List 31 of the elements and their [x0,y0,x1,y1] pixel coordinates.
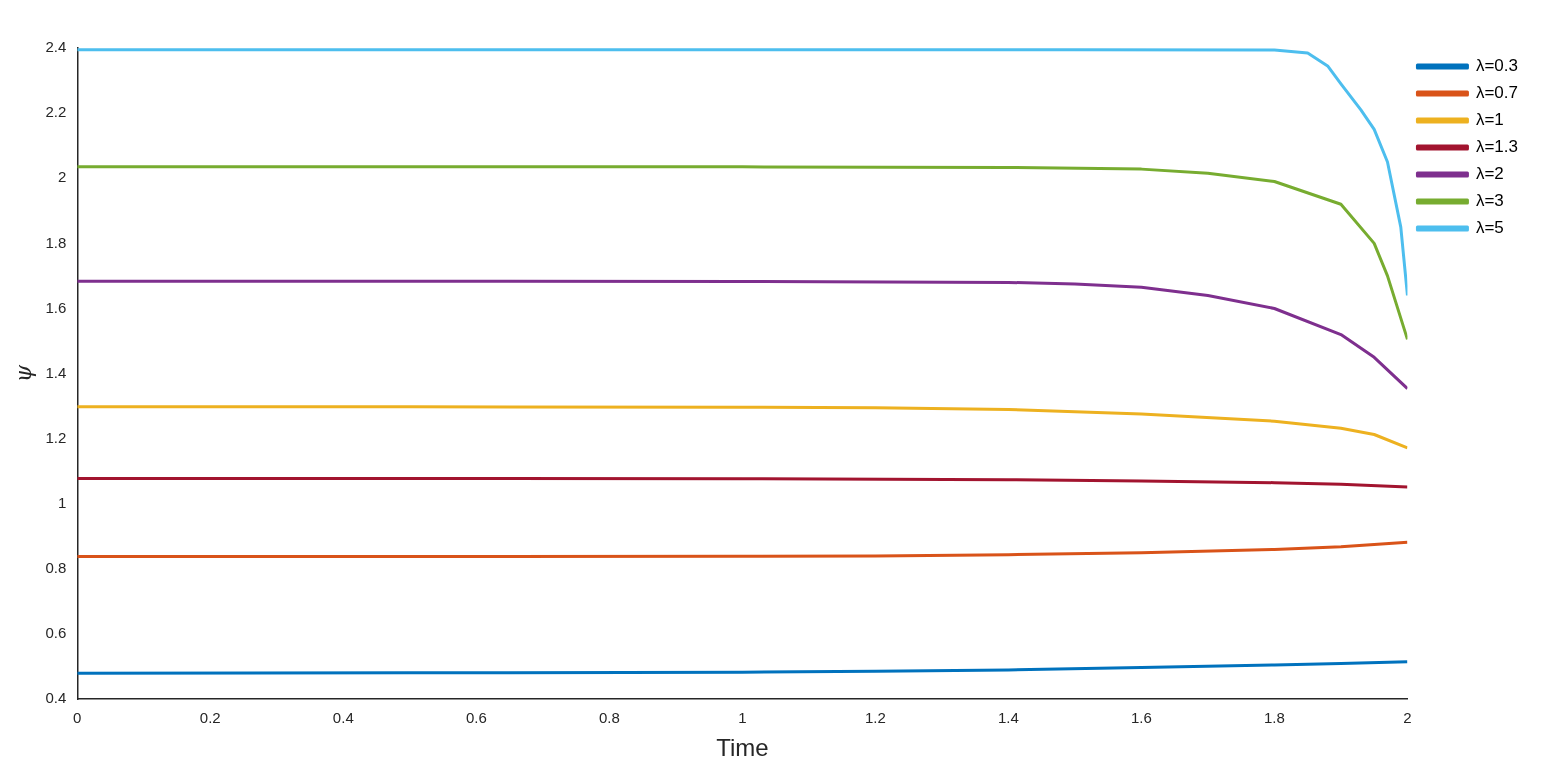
y-tick-label: 1 [57,493,67,511]
y-tick-label: 1.8 [45,233,67,251]
x-tick-label: 0.2 [199,709,221,727]
x-tick-label: 0.6 [465,709,487,727]
y-axis-title: ψ [10,364,36,383]
legend-label: λ=1 [1475,110,1504,130]
legend-label: λ=3 [1475,191,1504,211]
legend-label: λ=0.3 [1475,56,1518,76]
y-tick-label: 1.4 [45,363,67,381]
x-tick-label: 1.8 [1263,709,1285,727]
legend-label: λ=1.3 [1475,137,1518,157]
y-tick-label: 2.2 [45,103,67,121]
x-tick-label: 1.4 [997,709,1019,727]
legend-label: λ=0.7 [1475,83,1518,103]
legend-label: λ=2 [1475,164,1504,184]
x-tick-label: 1.6 [1130,709,1152,727]
y-tick-label: 1.2 [45,428,67,446]
y-tick-label: 1.6 [45,298,67,316]
legend-label: λ=5 [1475,218,1504,238]
x-tick-label: 1 [738,709,747,727]
x-axis-title: Time [716,734,769,762]
x-tick-label: 1.2 [864,709,886,727]
y-tick-label: 0.8 [45,559,67,577]
y-tick-label: 2.4 [45,38,67,56]
x-tick-label: 0 [73,709,82,727]
x-tick-label: 0.4 [332,709,354,727]
x-tick-label: 0.8 [598,709,620,727]
y-tick-label: 0.4 [45,689,67,707]
x-tick-label: 2 [1403,709,1412,727]
y-tick-label: 0.6 [45,624,67,642]
y-tick-label: 2 [57,168,67,186]
